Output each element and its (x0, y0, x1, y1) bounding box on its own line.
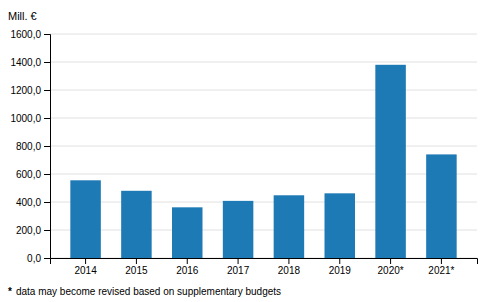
tick-label: 0,0 (27, 253, 41, 264)
tick-mark (288, 258, 289, 264)
annotation: data may become revised based on supplem… (16, 286, 281, 297)
tick-mark (238, 258, 239, 264)
plot-area: 0,0 200,0 400,0 600,0 800,0 1000,0 1200,0 1400,… (10, 29, 477, 276)
grid-line (50, 90, 477, 91)
tick-label: 2018 (278, 265, 301, 276)
tick-label: 1400,0 (10, 57, 41, 68)
tick: 2018 (278, 258, 301, 276)
bar (172, 207, 203, 258)
bar (426, 154, 457, 258)
footnote: * data may become revised based on supple… (8, 286, 281, 297)
grid-line (50, 118, 477, 119)
tick-label: 1200,0 (10, 85, 41, 96)
tick: 800,0 (16, 141, 50, 152)
grid-line (50, 62, 477, 63)
tick-mark (44, 258, 50, 259)
tick-mark (44, 90, 50, 91)
annotation: * (8, 286, 12, 297)
tick-label: 2017 (227, 265, 250, 276)
tick-label: 2020* (378, 265, 404, 276)
tick-label: 1000,0 (10, 113, 41, 124)
x-axis: 2014 2015 2016 2017 2018 2019 2020* 2021* (51, 258, 478, 276)
tick-label: 400,0 (16, 197, 41, 208)
tick: 2015 (125, 258, 148, 276)
tick-label: 2021* (428, 265, 454, 276)
tick-mark (44, 62, 50, 63)
grid-line (50, 202, 477, 203)
grid-line (50, 174, 477, 175)
bar (325, 193, 356, 258)
tick-mark (390, 258, 391, 264)
y-label: Mill. € (8, 10, 37, 22)
tick: 1400,0 (10, 57, 50, 68)
tick-mark (44, 230, 50, 231)
bar (274, 195, 305, 258)
tick: 600,0 (16, 169, 50, 180)
tick-mark (44, 202, 50, 203)
grid-line (50, 34, 477, 35)
tick: 1200,0 (10, 85, 50, 96)
chart: 0,0 200,0 400,0 600,0 800,0 1000,0 1200,0 1400,… (0, 0, 491, 302)
tick-label: 200,0 (16, 225, 41, 236)
grid-line (50, 230, 477, 231)
tick-mark (85, 258, 86, 264)
tick: 2017 (227, 258, 250, 276)
axis-line (51, 259, 478, 265)
bar (223, 201, 254, 258)
tick: 1600,0 (10, 29, 50, 40)
bar (121, 191, 151, 258)
tick: 1000,0 (10, 113, 50, 124)
bar (70, 180, 101, 258)
tick: 2020* (378, 258, 404, 276)
tick-mark (44, 174, 50, 175)
tick-label: 2015 (125, 265, 148, 276)
axis-line (44, 35, 51, 259)
tick-label: 600,0 (16, 169, 41, 180)
y-axis: 0,0 200,0 400,0 600,0 800,0 1000,0 1200,0 1400,… (10, 29, 50, 264)
tick-label: 800,0 (16, 141, 41, 152)
tick: 2021* (428, 258, 454, 276)
tick: 200,0 (16, 225, 50, 236)
tick-mark (136, 258, 137, 264)
tick-mark (187, 258, 188, 264)
tick-mark (44, 34, 50, 35)
bar (375, 65, 406, 258)
tick-mark (441, 258, 442, 264)
tick: 2019 (329, 258, 352, 276)
tick-label: 2019 (329, 265, 352, 276)
tick-label: 2016 (176, 265, 199, 276)
tick-label: 1600,0 (10, 29, 41, 40)
tick: 2016 (176, 258, 199, 276)
grid-line (50, 146, 477, 147)
bars (70, 65, 456, 258)
tick: 400,0 (16, 197, 50, 208)
tick-label: 2014 (74, 265, 97, 276)
tick-mark (44, 146, 50, 147)
tick: 0,0 (27, 253, 50, 264)
tick: 2014 (74, 258, 97, 276)
tick-mark (44, 118, 50, 119)
grid (50, 34, 477, 258)
tick-mark (339, 258, 340, 264)
